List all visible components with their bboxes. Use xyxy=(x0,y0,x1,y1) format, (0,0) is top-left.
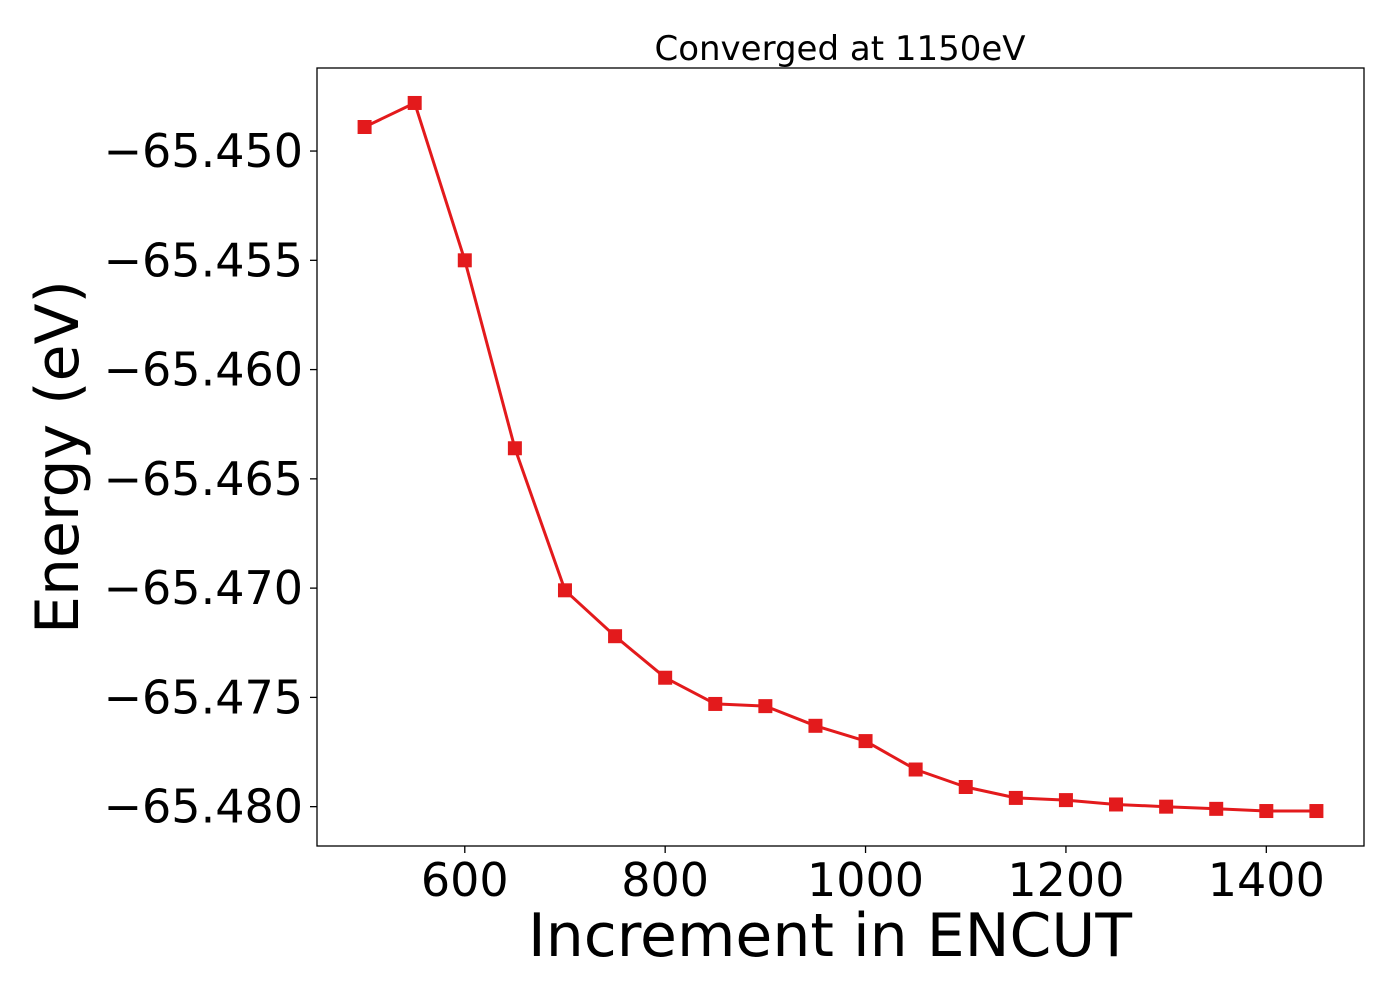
data-point-marker xyxy=(407,95,422,110)
data-point-marker xyxy=(1058,793,1073,808)
y-tick-label: −65.455 xyxy=(104,233,304,287)
chart-title: Converged at 1150eV xyxy=(654,29,1025,69)
y-tick-label: −65.475 xyxy=(104,670,304,724)
y-axis-label: Energy (eV) xyxy=(23,280,93,634)
data-point-marker xyxy=(1109,797,1124,812)
y-tick-label: −65.450 xyxy=(104,124,304,178)
data-point-marker xyxy=(608,629,623,644)
plot-frame xyxy=(316,67,1365,847)
data-point-marker xyxy=(507,441,522,456)
data-point-marker xyxy=(1309,804,1324,819)
data-point-marker xyxy=(858,734,873,749)
x-tick-label: 1200 xyxy=(1007,853,1124,907)
x-tick-label: 1400 xyxy=(1208,853,1325,907)
series-line xyxy=(363,101,1317,813)
y-tick-label: −65.470 xyxy=(104,561,304,615)
data-point-marker xyxy=(357,120,372,135)
y-tick-label: −65.480 xyxy=(104,780,304,834)
x-tick-label: 800 xyxy=(621,853,709,907)
data-point-marker xyxy=(557,583,572,598)
data-series xyxy=(357,95,1324,819)
data-point-marker xyxy=(457,253,472,268)
data-point-marker xyxy=(758,699,773,714)
data-point-marker xyxy=(658,670,673,685)
data-point-marker xyxy=(958,779,973,794)
x-tick-label: 1000 xyxy=(807,853,924,907)
data-point-marker xyxy=(1008,790,1023,805)
x-axis-label: Increment in ENCUT xyxy=(528,901,1132,971)
data-point-marker xyxy=(708,696,723,711)
data-point-marker xyxy=(908,762,923,777)
data-point-marker xyxy=(1209,801,1224,816)
data-point-marker xyxy=(1259,804,1274,819)
data-point-marker xyxy=(808,718,823,733)
axis-ticks: 600 800 1000 1200 1400 −65.450 −65.455 −65.460 −… xyxy=(104,124,1325,907)
x-tick-label: 600 xyxy=(421,853,509,907)
y-tick-label: −65.460 xyxy=(104,343,304,397)
data-point-marker xyxy=(1159,799,1174,814)
y-tick-label: −65.465 xyxy=(104,452,304,506)
